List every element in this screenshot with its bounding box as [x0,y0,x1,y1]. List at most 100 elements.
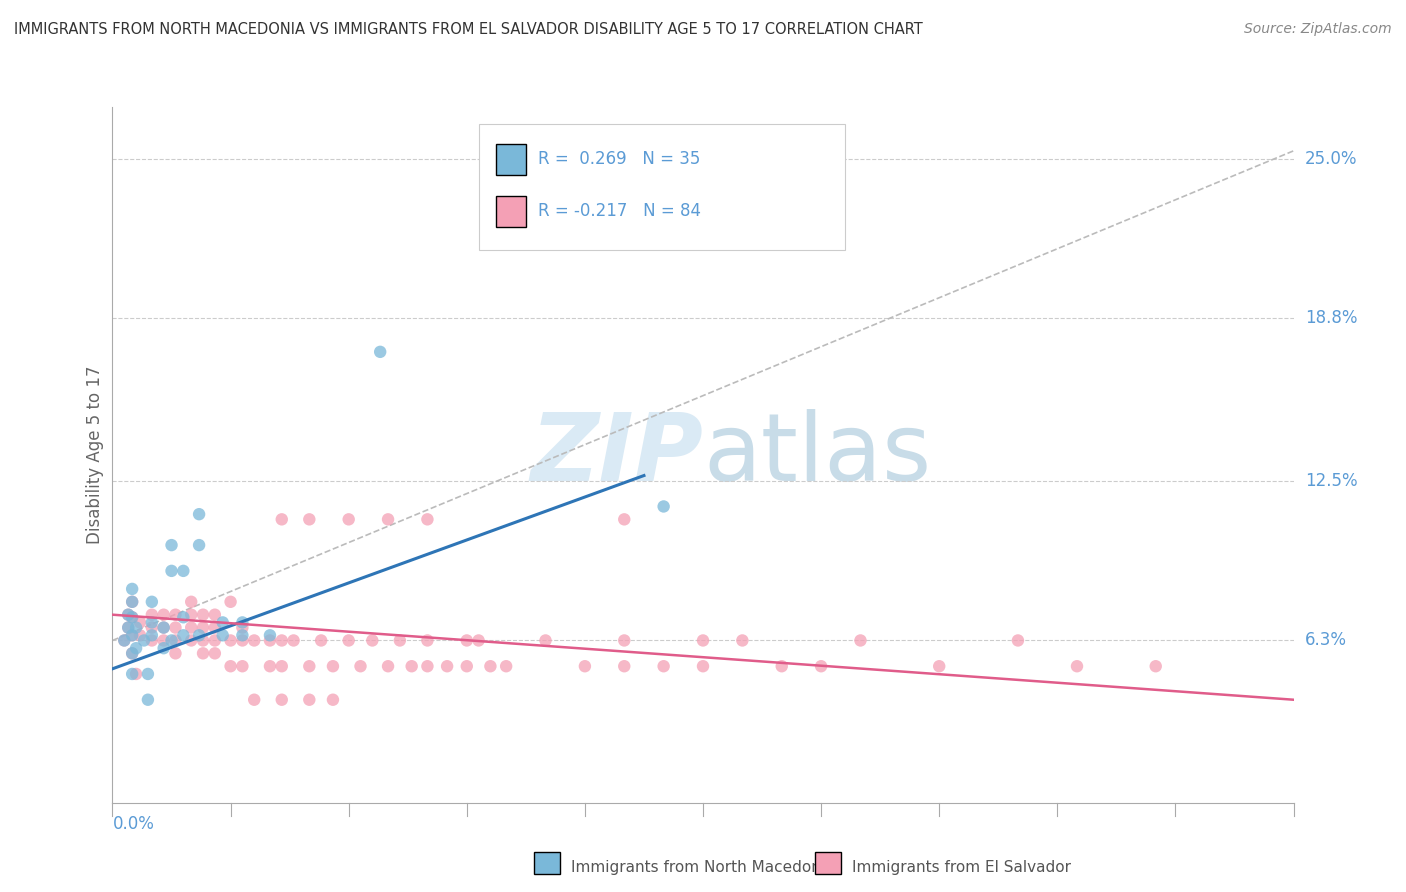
Point [574,659,596,673]
Point [416,633,439,648]
Point [172,564,194,578]
Point [160,633,183,648]
Point [456,633,478,648]
Point [1144,659,1167,673]
Point [810,659,832,673]
Point [191,646,214,660]
Point [141,595,163,609]
Text: Immigrants from North Macedonia: Immigrants from North Macedonia [571,861,834,875]
Point [613,659,636,673]
Point [141,628,163,642]
FancyBboxPatch shape [496,195,526,227]
Point [165,633,187,648]
Point [152,621,174,635]
Point [191,633,214,648]
Point [165,607,187,622]
Point [117,621,139,635]
Point [121,628,143,642]
Point [121,595,143,609]
Point [204,607,226,622]
Point [231,621,253,635]
Point [243,633,266,648]
Point [337,512,360,526]
Text: R =  0.269   N = 35: R = 0.269 N = 35 [537,150,700,169]
Text: atlas: atlas [703,409,931,501]
Point [270,512,292,526]
Point [349,659,371,673]
Point [180,595,202,609]
Point [121,610,143,624]
Point [152,621,174,635]
Point [231,628,253,642]
Point [219,633,242,648]
Point [692,659,714,673]
Point [416,512,439,526]
FancyBboxPatch shape [496,144,526,175]
Point [191,607,214,622]
Point [259,633,281,648]
Point [692,633,714,648]
Point [132,633,155,648]
Point [231,659,253,673]
Point [211,628,233,642]
Point [401,659,423,673]
Point [172,628,194,642]
Point [204,633,226,648]
Point [322,692,344,706]
Point [1007,633,1029,648]
Point [309,633,332,648]
Point [770,659,793,673]
Point [136,667,159,681]
Point [219,659,242,673]
Point [259,628,281,642]
Text: Source: ZipAtlas.com: Source: ZipAtlas.com [1244,22,1392,37]
Point [129,628,152,642]
Point [652,500,675,514]
Point [849,633,872,648]
Point [613,633,636,648]
Point [121,628,143,642]
Point [180,633,202,648]
Point [141,621,163,635]
Text: 6.3%: 6.3% [1305,632,1347,649]
Text: 25.0%: 25.0% [1305,150,1357,168]
Text: 18.8%: 18.8% [1305,310,1357,327]
Point [160,564,183,578]
Point [152,607,174,622]
Point [388,633,411,648]
Point [322,659,344,673]
Point [219,595,242,609]
Point [298,659,321,673]
Point [141,607,163,622]
Point [928,659,950,673]
FancyBboxPatch shape [478,124,845,250]
Point [121,646,143,660]
Point [125,667,148,681]
Point [136,692,159,706]
Point [204,646,226,660]
Point [416,659,439,673]
Point [259,659,281,673]
Text: ZIP: ZIP [530,409,703,501]
Point [534,633,557,648]
Point [160,538,183,552]
Point [152,641,174,656]
Point [211,615,233,630]
Point [165,646,187,660]
Point [121,595,143,609]
Point [479,659,502,673]
Point [180,621,202,635]
Text: R = -0.217   N = 84: R = -0.217 N = 84 [537,202,700,220]
Text: IMMIGRANTS FROM NORTH MACEDONIA VS IMMIGRANTS FROM EL SALVADOR DISABILITY AGE 5 : IMMIGRANTS FROM NORTH MACEDONIA VS IMMIG… [14,22,922,37]
Point [731,633,754,648]
Point [172,610,194,624]
Point [270,692,292,706]
Point [152,633,174,648]
Point [117,621,139,635]
Y-axis label: Disability Age 5 to 17: Disability Age 5 to 17 [86,366,104,544]
Point [129,615,152,630]
Point [141,633,163,648]
Point [377,659,399,673]
Text: 12.5%: 12.5% [1305,472,1357,490]
Point [204,621,226,635]
